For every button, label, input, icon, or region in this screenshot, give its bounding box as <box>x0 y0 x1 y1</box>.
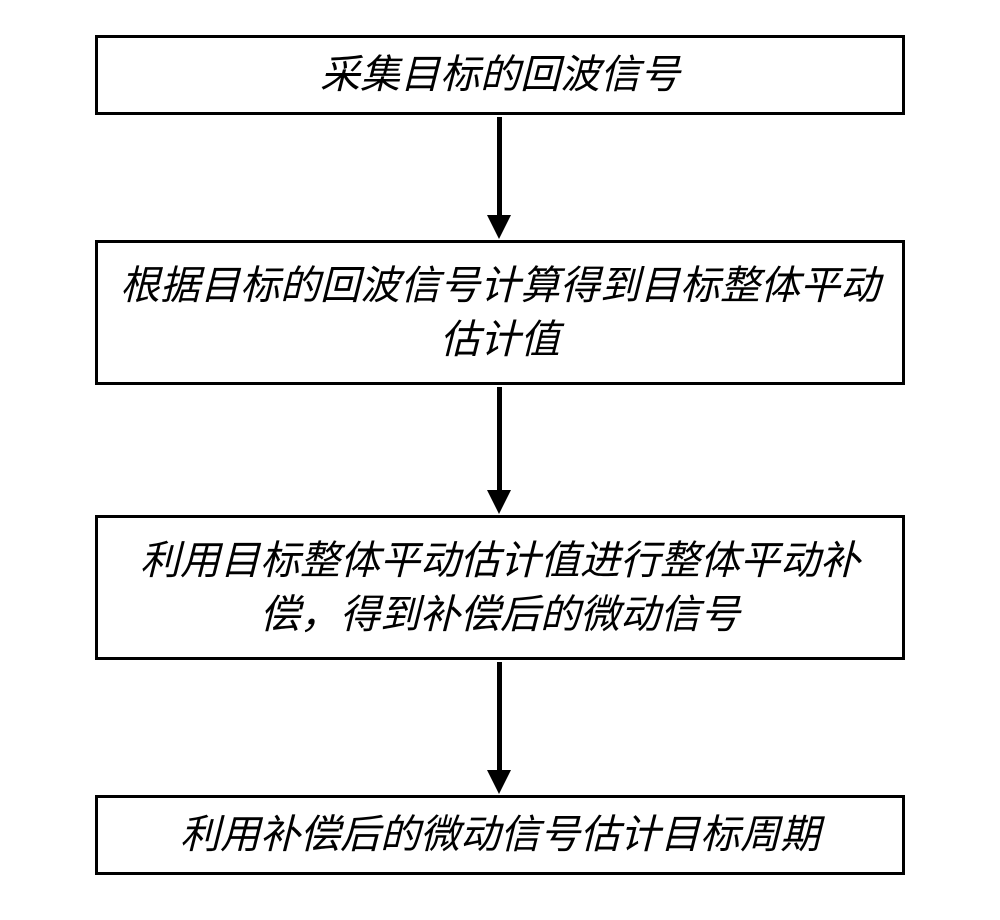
flowchart-node-n4: 利用补偿后的微动信号估计目标周期 <box>95 795 905 875</box>
arrow-shaft <box>497 387 502 490</box>
flowchart-node-n2: 根据目标的回波信号计算得到目标整体平动估计值 <box>95 240 905 385</box>
flowchart-node-label: 利用目标整体平动估计值进行整体平动补偿，得到补偿后的微动信号 <box>116 534 884 642</box>
flowchart-node-n1: 采集目标的回波信号 <box>95 35 905 115</box>
arrow-head-icon <box>487 215 511 239</box>
flowchart-node-label: 利用补偿后的微动信号估计目标周期 <box>180 808 820 862</box>
arrow-shaft <box>497 662 502 770</box>
flowchart-node-n3: 利用目标整体平动估计值进行整体平动补偿，得到补偿后的微动信号 <box>95 515 905 660</box>
arrow-head-icon <box>487 770 511 794</box>
flowchart-canvas: 采集目标的回波信号根据目标的回波信号计算得到目标整体平动估计值利用目标整体平动估… <box>0 0 1000 920</box>
arrow-shaft <box>497 117 502 215</box>
flowchart-node-label: 根据目标的回波信号计算得到目标整体平动估计值 <box>116 259 884 367</box>
flowchart-node-label: 采集目标的回波信号 <box>320 48 680 102</box>
arrow-head-icon <box>487 490 511 514</box>
